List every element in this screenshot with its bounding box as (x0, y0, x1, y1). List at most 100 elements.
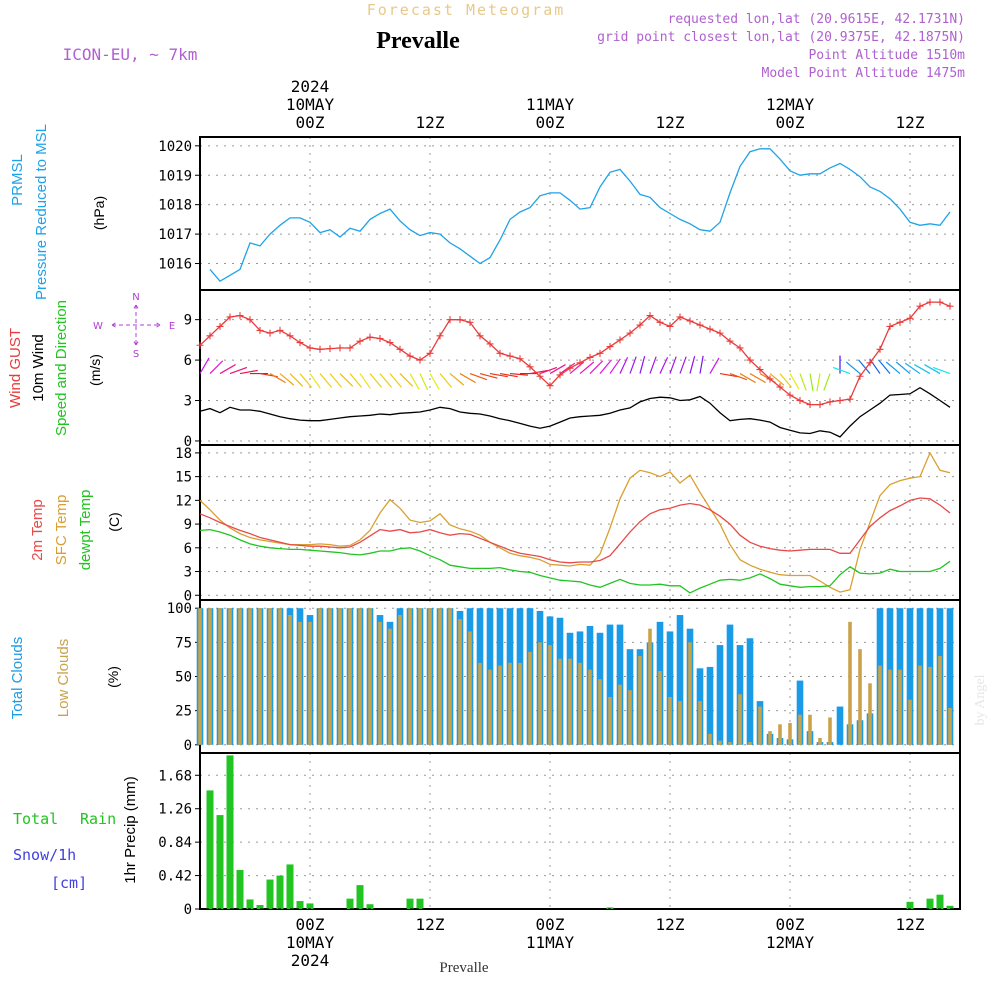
wind-gust-point-4 (236, 312, 244, 320)
wind-gust-point-47 (666, 322, 674, 330)
low-cloud-bar-39 (588, 669, 592, 745)
wind-gust-point-42 (616, 336, 624, 344)
low-cloud-bar-54 (738, 694, 742, 745)
compass-e: E (169, 321, 175, 332)
y-tick-label: 9 (184, 313, 192, 329)
temp-sfc-line (199, 451, 951, 593)
low-cloud-bar-71 (908, 699, 912, 745)
precip-total-label: Total (13, 810, 58, 828)
wind-gust-point-37 (566, 364, 574, 372)
wind-barb-8 (279, 373, 295, 386)
low-cloud-bar-60 (798, 714, 802, 745)
compass-s: S (133, 349, 139, 360)
low-cloud-bar-32 (518, 662, 522, 745)
precip-unit-label: [cm] (51, 874, 87, 892)
low-cloud-bar-47 (668, 696, 672, 745)
bottom-hour-label-1: 12Z (416, 915, 445, 934)
wind-barb-63 (823, 373, 831, 391)
temp-unit: (C) (106, 512, 122, 531)
y-tick-label: 15 (175, 470, 192, 486)
wind-barb-34 (539, 366, 558, 375)
wind-barb-12 (319, 373, 333, 388)
rain-bar-10 (306, 903, 314, 909)
low-cloud-bar-7 (268, 608, 272, 745)
wind-barb-26 (459, 373, 476, 384)
low-cloud-bar-35 (548, 645, 552, 745)
total-cloud-bar-48 (676, 615, 684, 745)
low-cloud-bar-50 (698, 701, 702, 745)
y-tick-label: 50 (175, 670, 192, 686)
wind-frame (199, 289, 961, 446)
rain-bar-8 (286, 864, 294, 909)
wind-barb-57 (769, 373, 785, 386)
compass-w: W (93, 321, 103, 332)
total-cloud-bar-41 (606, 624, 614, 745)
y-tick-label: 9 (184, 517, 192, 533)
rain-bar-0 (206, 790, 214, 909)
temp-ylabel-1: 2m Temp (29, 499, 46, 560)
wind-gust-point-43 (626, 329, 634, 337)
low-cloud-bar-59 (788, 722, 792, 745)
wind-barb-10 (299, 373, 313, 388)
low-cloud-bar-55 (748, 742, 752, 745)
low-cloud-bar-24 (438, 608, 442, 745)
wind-barb-66 (845, 361, 861, 375)
wind-gust-point-8 (276, 326, 284, 334)
low-cloud-bar-5 (248, 608, 252, 745)
temp-2m-line (199, 497, 951, 564)
wind-barb-18 (379, 373, 393, 388)
low-cloud-bar-20 (398, 615, 402, 745)
low-cloud-bar-65 (848, 621, 852, 745)
low-cloud-bar-41 (608, 696, 612, 745)
low-cloud-bar-8 (278, 608, 282, 745)
low-cloud-bar-12 (318, 608, 322, 745)
bottom-year-label: 2024 (291, 951, 330, 970)
precip-snow-label: Snow/1h (13, 846, 76, 864)
wind-barb-67 (857, 359, 871, 374)
wind-barb-2 (219, 364, 236, 375)
rain-bar-6 (266, 879, 274, 909)
rain-bar-17 (906, 901, 914, 909)
wind-barb-23 (429, 373, 440, 390)
total-cloud-bar-64 (836, 706, 844, 745)
wind-gust-point-24 (436, 332, 444, 340)
wind-barb-48 (679, 356, 687, 374)
y-tick-label: 1.68 (158, 768, 192, 784)
wind-gust-point-54 (736, 344, 744, 352)
low-cloud-bar-10 (298, 621, 302, 745)
wind-barb-16 (359, 373, 371, 389)
wind-gust-point-50 (696, 321, 704, 329)
low-cloud-bar-70 (898, 669, 902, 745)
top-year-label: 2024 (291, 77, 330, 96)
low-cloud-bar-0 (198, 608, 202, 745)
wind-barb-13 (329, 373, 343, 388)
rain-bar-1 (216, 815, 224, 909)
low-cloud-bar-56 (758, 706, 762, 745)
top-date-label-2: 11MAY (526, 95, 575, 114)
wind-gust-point-6 (256, 326, 264, 334)
y-tick-label: 1016 (158, 257, 192, 273)
wind-gust-point-64 (836, 397, 844, 405)
wind-gust-point-38 (576, 359, 584, 367)
y-tick-label: 3 (184, 394, 192, 410)
top-hour-label-1: 12Z (416, 113, 445, 132)
low-cloud-bar-27 (468, 631, 472, 745)
bottom-date-label-2: 11MAY (526, 933, 575, 952)
chart-subtitle: Forecast Meteogram (367, 1, 566, 19)
wind-barb-40 (599, 359, 613, 374)
wind-barb-29 (489, 372, 508, 378)
precip-rain-label: Rain (80, 810, 116, 828)
wind-gust-point-40 (596, 349, 604, 357)
rain-bar-12 (356, 885, 364, 909)
temp-dewpt-line (199, 528, 951, 594)
wind-barb-49 (689, 356, 696, 374)
y-tick-label: 75 (175, 635, 192, 651)
rain-bar-4 (246, 899, 254, 909)
footer-location: Prevalle (439, 960, 488, 976)
wind-barb-43 (629, 356, 637, 374)
low-cloud-bar-2 (218, 608, 222, 745)
bottom-hour-label-3: 12Z (656, 915, 685, 934)
wind-barb-4 (239, 369, 258, 375)
rain-bar-5 (256, 905, 264, 909)
bottom-hour-label-4: 00Z (776, 915, 805, 934)
